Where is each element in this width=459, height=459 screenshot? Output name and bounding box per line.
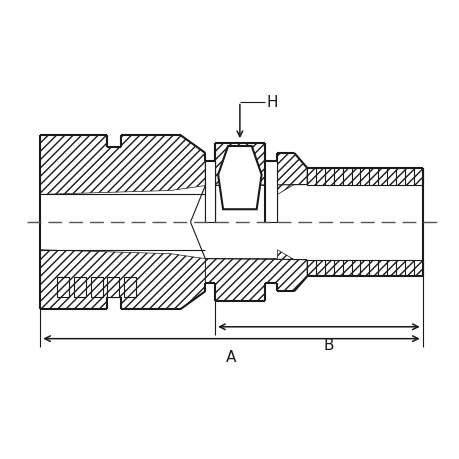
Text: A: A (226, 349, 236, 364)
Polygon shape (57, 278, 69, 297)
Polygon shape (218, 147, 261, 210)
Text: H: H (266, 95, 277, 110)
Polygon shape (264, 162, 277, 223)
Polygon shape (90, 278, 102, 297)
Polygon shape (107, 278, 119, 297)
Polygon shape (124, 278, 136, 297)
Polygon shape (74, 278, 85, 297)
Text: B: B (323, 337, 333, 352)
Polygon shape (205, 162, 215, 223)
